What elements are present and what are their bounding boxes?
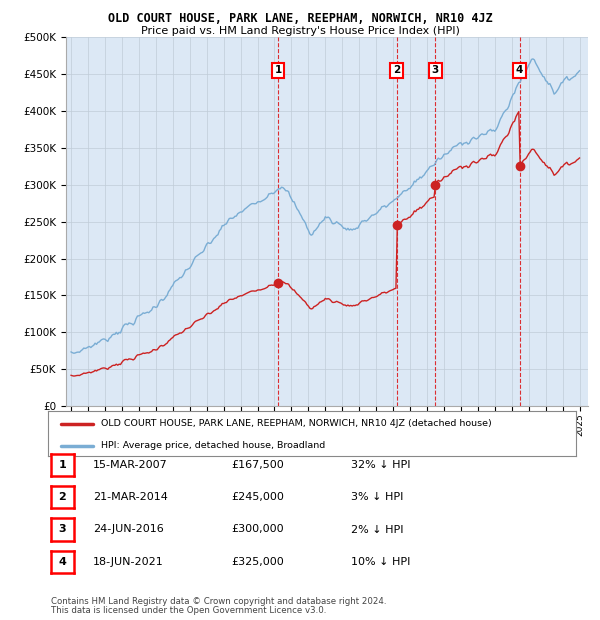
Text: This data is licensed under the Open Government Licence v3.0.: This data is licensed under the Open Gov… xyxy=(51,606,326,615)
Text: 4: 4 xyxy=(516,65,523,76)
Text: 18-JUN-2021: 18-JUN-2021 xyxy=(93,557,164,567)
Text: 32% ↓ HPI: 32% ↓ HPI xyxy=(351,460,410,470)
Text: OLD COURT HOUSE, PARK LANE, REEPHAM, NORWICH, NR10 4JZ (detached house): OLD COURT HOUSE, PARK LANE, REEPHAM, NOR… xyxy=(101,419,491,428)
Text: 2: 2 xyxy=(393,65,400,76)
Text: 10% ↓ HPI: 10% ↓ HPI xyxy=(351,557,410,567)
Text: £167,500: £167,500 xyxy=(231,460,284,470)
Text: 3% ↓ HPI: 3% ↓ HPI xyxy=(351,492,403,502)
Text: 2: 2 xyxy=(59,492,66,502)
Text: 4: 4 xyxy=(58,557,67,567)
Text: 1: 1 xyxy=(59,460,66,470)
Text: 1: 1 xyxy=(274,65,281,76)
Text: 3: 3 xyxy=(431,65,439,76)
Text: HPI: Average price, detached house, Broadland: HPI: Average price, detached house, Broa… xyxy=(101,441,325,450)
Text: 3: 3 xyxy=(59,525,66,534)
Text: 15-MAR-2007: 15-MAR-2007 xyxy=(93,460,168,470)
Text: £325,000: £325,000 xyxy=(231,557,284,567)
Text: OLD COURT HOUSE, PARK LANE, REEPHAM, NORWICH, NR10 4JZ: OLD COURT HOUSE, PARK LANE, REEPHAM, NOR… xyxy=(107,12,493,25)
Text: Contains HM Land Registry data © Crown copyright and database right 2024.: Contains HM Land Registry data © Crown c… xyxy=(51,597,386,606)
Text: £245,000: £245,000 xyxy=(231,492,284,502)
Text: 2% ↓ HPI: 2% ↓ HPI xyxy=(351,525,404,534)
Text: 24-JUN-2016: 24-JUN-2016 xyxy=(93,525,164,534)
Text: 21-MAR-2014: 21-MAR-2014 xyxy=(93,492,168,502)
Text: £300,000: £300,000 xyxy=(231,525,284,534)
Text: Price paid vs. HM Land Registry's House Price Index (HPI): Price paid vs. HM Land Registry's House … xyxy=(140,26,460,36)
